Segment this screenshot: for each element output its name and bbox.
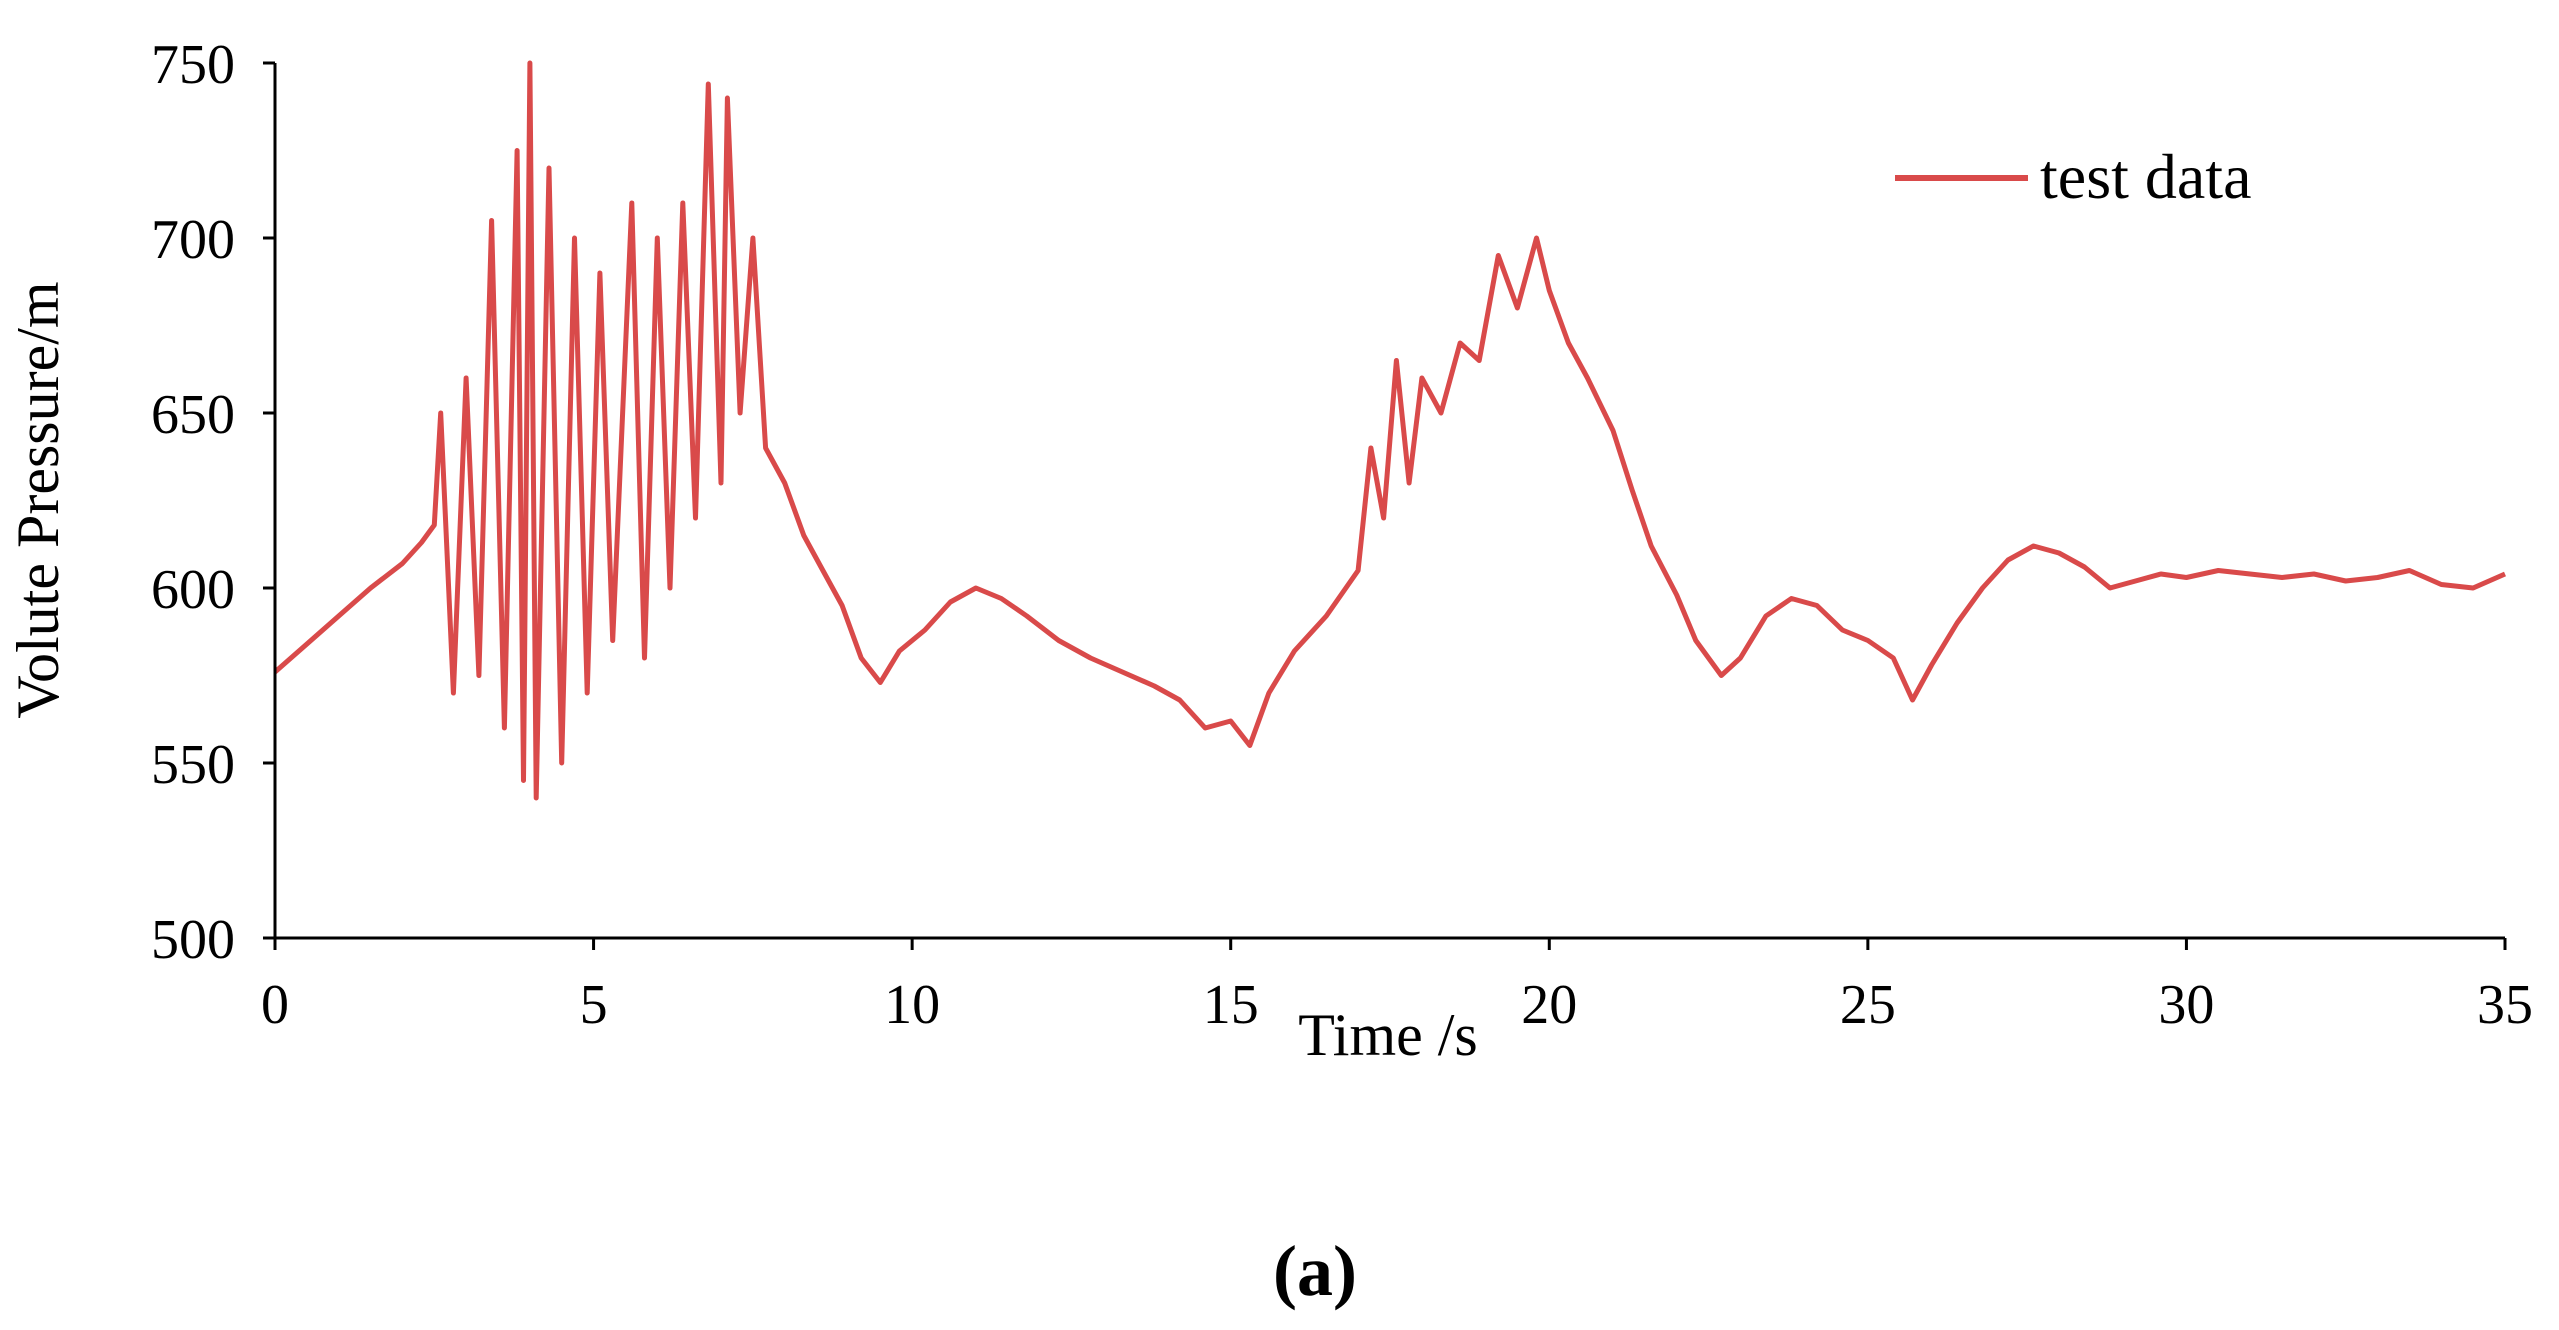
y-tick-label-550: 550 <box>151 734 235 796</box>
legend: test data <box>1895 141 2251 212</box>
x-tick-label-10: 10 <box>884 974 940 1036</box>
ticks: 0 5 10 15 20 25 30 35 500 550 600 650 700 750 <box>151 34 2533 1036</box>
x-tick-label-20: 20 <box>1521 974 1577 1036</box>
axes <box>273 63 2505 940</box>
x-tick-label-0: 0 <box>261 974 289 1036</box>
legend-label-test-data: test data <box>2040 141 2251 212</box>
x-tick-label-30: 30 <box>2158 974 2214 1036</box>
y-tick-label-700: 700 <box>151 209 235 271</box>
x-tick-label-5: 5 <box>580 974 608 1036</box>
x-tick-label-15: 15 <box>1203 974 1259 1036</box>
x-axis-title: Time /s <box>1298 1002 1478 1068</box>
x-tick-label-25: 25 <box>1840 974 1896 1036</box>
y-axis-title: Volute Pressure/m <box>5 281 71 718</box>
x-tick-label-35: 35 <box>2477 974 2533 1036</box>
plot-area <box>273 60 2507 801</box>
panel-label: (a) <box>1273 1231 1357 1311</box>
y-tick-label-600: 600 <box>151 559 235 621</box>
y-tick-label-650: 650 <box>151 384 235 446</box>
y-tick-label-750: 750 <box>151 34 235 96</box>
series-line-0 <box>273 60 2507 801</box>
y-tick-label-500: 500 <box>151 909 235 971</box>
